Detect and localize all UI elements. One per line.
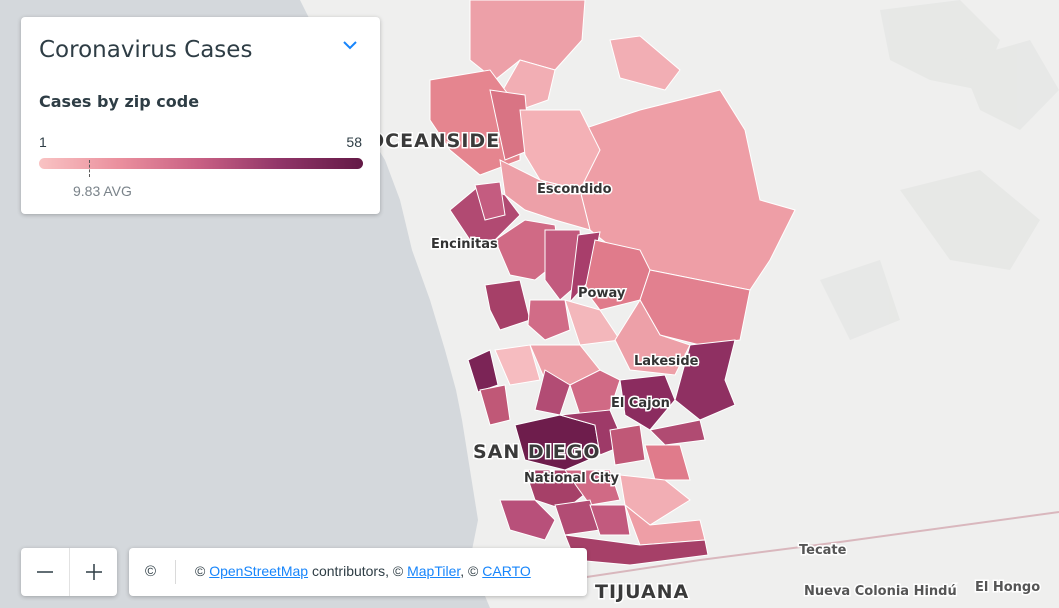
zip-region[interactable] [609,424,646,466]
label-national-city: National City [524,471,619,486]
attribution-comma: , © [460,563,479,579]
zip-region[interactable] [499,499,556,541]
zoom-out-button[interactable] [21,548,69,596]
label-lakeside: Lakeside [634,354,699,369]
attribution-divider [175,560,176,584]
zip-region[interactable] [494,344,541,386]
zip-region[interactable] [619,474,691,526]
zoom-control [21,548,117,596]
label-tijuana: TIJUANA [595,581,689,603]
zip-region[interactable] [499,159,591,231]
attribution-bar: © © OpenStreetMap contributors, © MapTil… [129,548,587,596]
range-min-label: 1 [39,134,47,150]
label-san-diego: SAN DIEGO [473,441,600,463]
minus-icon [37,571,53,573]
attribution-contributors: contributors, © [311,563,404,579]
zip-region[interactable] [479,384,511,426]
color-ramp [39,158,363,169]
place-labels: OCEANSIDE Escondido Encinitas Poway Lake… [367,129,1042,605]
zip-region[interactable] [474,181,506,221]
zip-region[interactable] [648,419,706,446]
copyright-icon[interactable]: © [145,563,157,580]
legend-title: Coronavirus Cases [39,37,253,63]
legend-panel: Coronavirus Cases Cases by zip code 1 58… [21,17,380,214]
zip-region[interactable] [467,349,499,393]
label-oceanside: OCEANSIDE [368,130,500,152]
terrain [820,0,1059,340]
label-nueva-colonia-hindu: Nueva Colonia Hindú [804,584,957,599]
label-el-cajon: El Cajon [611,396,670,411]
zoom-in-button[interactable] [70,548,118,596]
legend-subtitle: Cases by zip code [39,92,200,111]
chevron-down-icon[interactable] [339,34,361,56]
plus-icon [86,564,102,580]
attribution-prefix: © [195,563,206,579]
carto-link[interactable]: CARTO [482,563,531,579]
label-escondido: Escondido [537,182,612,197]
zip-region[interactable] [644,444,691,481]
border-line [579,511,1059,579]
zip-region[interactable] [527,299,571,341]
range-max-label: 58 [346,134,362,150]
avg-label: 9.83 AVG [73,183,132,199]
attribution-text: © OpenStreetMap contributors, © MapTiler… [195,563,531,579]
zip-region[interactable] [484,279,531,331]
maptiler-link[interactable]: MapTiler [407,563,461,579]
avg-marker [89,160,90,177]
label-tecate: Tecate [799,543,847,558]
zip-region[interactable] [569,369,621,416]
zip-region[interactable] [619,374,676,431]
zip-region[interactable] [614,299,691,376]
zip-region[interactable] [589,504,631,536]
zip-region[interactable] [623,503,706,546]
label-encinitas: Encinitas [431,237,498,252]
zip-region[interactable] [564,469,621,506]
label-el-hongo: El Hongo [975,580,1040,595]
choropleth-zipcodes[interactable] [429,0,796,566]
zip-region[interactable] [609,35,681,91]
zoom-divider [69,548,70,596]
label-poway: Poway [578,286,626,301]
openstreetmap-link[interactable]: OpenStreetMap [209,563,309,579]
